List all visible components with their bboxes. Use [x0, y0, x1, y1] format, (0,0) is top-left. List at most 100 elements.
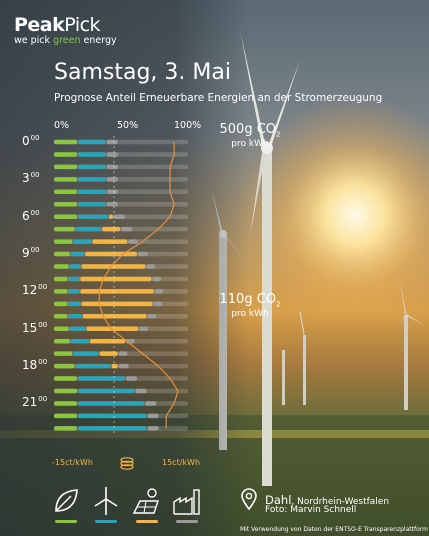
bar-segment-biomasse — [54, 413, 77, 419]
co2-mid-sub: 2 — [276, 300, 281, 309]
bar-segment-wind — [78, 152, 106, 157]
page-title: Samstag, 3. Mai — [54, 60, 231, 85]
bar-segment-biomasse — [54, 363, 75, 369]
hour-minutes: 00 — [38, 283, 48, 292]
bar-segment-wind — [75, 226, 101, 232]
bar-segment-sonstige — [139, 326, 148, 331]
data-credit: Mit Verwendung von Daten der ENTSO-E Tra… — [240, 526, 428, 533]
bar-segment-biomasse — [54, 289, 68, 294]
brand-logo[interactable]: PeakPick — [14, 14, 101, 36]
bar-segment-sonstige — [106, 202, 118, 207]
hour-label: 1500 — [22, 321, 47, 335]
power-plant-icon — [173, 489, 200, 515]
bar-segment-solar — [99, 351, 118, 356]
bar-segment-biomasse — [54, 338, 70, 344]
bar-segment-wind — [69, 326, 86, 331]
bar-segment-sonstige — [147, 426, 159, 431]
bar-segment-biomasse — [54, 251, 70, 257]
location: Dahl, Nordrhein-Westfalen — [265, 489, 389, 508]
hour-minutes: 00 — [30, 134, 40, 142]
co2-mid-value: 110 — [219, 292, 245, 307]
hour-minutes: 00 — [30, 246, 40, 255]
bar-segment-sonstige — [118, 363, 129, 369]
location-name: Dahl — [265, 493, 292, 507]
leaf-icon — [55, 489, 78, 512]
bar-segment-biomasse — [54, 401, 77, 406]
hour-value: 15 — [22, 320, 38, 335]
hour-minutes: 00 — [30, 208, 40, 217]
hour-minutes: 00 — [38, 358, 48, 367]
co2-top-unit: g CO — [244, 122, 277, 137]
tagline-green: green — [53, 35, 81, 46]
hour-value: 12 — [22, 283, 38, 298]
bar-segment-wind — [70, 251, 85, 257]
bar-segment-biomasse — [54, 301, 68, 307]
bar-segment-wind — [68, 289, 80, 294]
brand-name-bold: Peak — [14, 14, 65, 36]
bar-segment-solar — [111, 363, 118, 369]
bar-segment-biomasse — [54, 152, 77, 157]
bar-segment-solar — [92, 239, 128, 244]
bar-segment-biomasse — [54, 351, 73, 356]
bar-segment-sonstige — [146, 264, 155, 269]
bar-segment-biomasse — [54, 426, 77, 431]
bar-segment-wind — [75, 363, 111, 369]
bar-segment-sonstige — [147, 314, 157, 319]
hour-minutes: 00 — [38, 395, 48, 404]
photo-credit: Foto: Marvin Schnell — [265, 505, 357, 515]
co2-mid-unit: g CO — [244, 292, 277, 307]
bar-segment-wind — [68, 301, 81, 307]
bar-segment-wind — [68, 314, 82, 319]
hour-value: 21 — [22, 395, 38, 410]
hour-value: 6 — [22, 208, 30, 223]
bar-segment-sonstige — [106, 177, 118, 182]
bar-segment-solar — [90, 338, 125, 344]
bar-segment-sonstige — [106, 139, 118, 145]
bar-segment-wind — [73, 239, 92, 244]
bar-segment-solar — [109, 214, 113, 219]
bar-segment-biomasse — [54, 314, 68, 319]
bar-segment-biomasse — [54, 326, 69, 331]
bar-segment-wind — [78, 388, 135, 394]
bar-segment-solar — [102, 226, 121, 232]
location-pin-icon — [241, 488, 257, 510]
bar-segment-solar — [85, 251, 137, 257]
bar-segment-solar — [82, 314, 147, 319]
bar-segment-biomasse — [54, 239, 73, 244]
location-region: , Nordrhein-Westfalen — [291, 497, 390, 507]
sun-glow — [235, 95, 429, 335]
bar-segment-sonstige — [106, 164, 118, 170]
hour-value: 3 — [22, 171, 30, 186]
price-max-label: 15ct/kWh — [162, 458, 201, 467]
bar-segment-biomasse — [54, 164, 77, 170]
price-min-label: -15ct/kWh — [52, 458, 93, 467]
bar-segment-wind — [78, 401, 145, 406]
hour-label: 1800 — [22, 358, 47, 372]
bar-segment-biomasse — [54, 177, 77, 182]
bar-segment-solar — [86, 326, 139, 331]
brand-tagline: we pick green energy — [14, 35, 117, 46]
bar-segment-sonstige — [145, 401, 157, 406]
biomass-legend-bar — [55, 520, 77, 523]
brand-name-light: Pick — [64, 14, 101, 36]
bar-segment-biomasse — [54, 376, 77, 381]
bar-segment-solar — [80, 289, 154, 294]
bar-segment-biomasse — [54, 214, 77, 219]
bar-segment-sonstige — [147, 413, 159, 419]
hour-label: 000 — [22, 134, 40, 148]
co2-top-per: pro kWh — [231, 138, 269, 149]
bar-segment-sonstige — [138, 251, 148, 257]
bar-segment-biomasse — [54, 226, 75, 232]
hour-minutes: 00 — [30, 171, 40, 180]
hour-label: 600 — [22, 209, 40, 223]
bar-segment-sonstige — [128, 239, 139, 244]
bar-segment-wind — [78, 413, 147, 419]
hour-label: 300 — [22, 171, 40, 185]
bar-segment-wind — [78, 214, 109, 219]
bar-segment-wind — [78, 202, 106, 207]
hour-label: 900 — [22, 246, 40, 260]
bar-segment-solar — [80, 276, 152, 282]
hour-value: 18 — [22, 358, 38, 373]
